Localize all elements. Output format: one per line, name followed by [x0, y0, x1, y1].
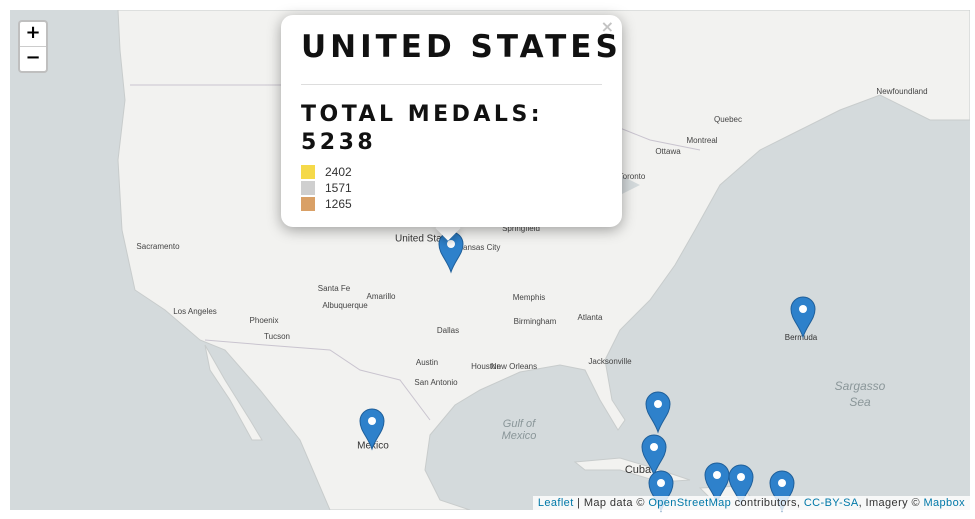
legend-swatch — [301, 165, 315, 179]
place-labels: United States Mexico Cuba Bermuda Sargasso Se… — [136, 87, 927, 476]
marker[interactable] — [790, 296, 816, 339]
marker[interactable] — [359, 408, 385, 451]
attribution-link[interactable]: CC-BY-SA — [803, 497, 859, 509]
attribution-link[interactable]: OpenStreetMap — [648, 497, 732, 509]
marker[interactable] — [728, 464, 754, 507]
place-label: Los Angeles — [173, 307, 217, 316]
place-label: Sea — [849, 395, 871, 409]
place-label: Springfield — [502, 224, 540, 233]
marker[interactable] — [641, 434, 667, 477]
total: TOTAL MEDALS: 5238 — [301, 101, 543, 157]
total-value: 5238 — [301, 130, 377, 155]
legend-swatch — [301, 197, 315, 211]
total-label: TOTAL MEDALS: — [301, 102, 544, 127]
place-label: Amarillo — [367, 292, 396, 301]
marker-pin — [769, 470, 795, 513]
attribution-link[interactable]: Mapbox — [923, 497, 965, 509]
markers — [359, 231, 816, 513]
land-baja — [204, 344, 263, 441]
marker[interactable] — [648, 470, 674, 513]
attribution-link[interactable]: Leaflet — [537, 497, 574, 509]
marker-dot — [650, 443, 658, 451]
marker-dot — [799, 305, 807, 313]
place-label: Newfoundland — [876, 87, 927, 96]
zoom-out[interactable]: − — [20, 46, 46, 71]
place-label: Toronto — [619, 172, 646, 181]
marker-dot — [654, 400, 662, 408]
marker[interactable] — [769, 470, 795, 513]
attribution-text: | Map data © — [573, 497, 649, 509]
marker-dot — [713, 471, 721, 479]
place-label: Phoenix — [250, 316, 279, 325]
marker-pin — [704, 462, 730, 505]
place-label: Memphis — [513, 293, 545, 302]
legend-row: 2402 — [301, 164, 352, 180]
legend-swatch — [301, 181, 315, 195]
popup-close[interactable]: × — [600, 17, 614, 36]
place-label: Ottawa — [655, 147, 681, 156]
marker-pin — [359, 408, 385, 451]
marker[interactable] — [645, 391, 671, 434]
attribution: Leaflet | Map data © OpenStreetMap contr… — [532, 496, 970, 511]
marker-dot — [778, 479, 786, 487]
place-label: Cuba — [625, 464, 652, 476]
marker-pin — [648, 470, 674, 513]
place-label: Montreal — [686, 136, 717, 145]
marker-dot — [368, 417, 376, 425]
place-label: Albuquerque — [322, 301, 368, 310]
zoom-in[interactable]: + — [25, 22, 41, 43]
place-label: New Orleans — [491, 362, 537, 371]
legend-row: 1571 — [301, 180, 352, 196]
legend-value: 1265 — [325, 197, 352, 211]
place-label: Sargasso — [835, 379, 886, 393]
marker[interactable] — [704, 462, 730, 505]
place-label: Bermuda — [785, 333, 818, 342]
attribution-text: contributors, — [731, 497, 804, 509]
place-label: San Antonio — [414, 378, 458, 387]
place-label: United States — [395, 234, 455, 245]
marker-pin — [790, 296, 816, 339]
legend-row: 1265 — [301, 196, 352, 212]
popup: × UNITED STATES TOTAL MEDALS: 5238 2402 1… — [281, 15, 622, 227]
marker-pin — [728, 464, 754, 507]
place-label: Sacramento — [136, 242, 180, 251]
legend-value: 2402 — [325, 165, 352, 179]
marker-pin — [641, 434, 667, 477]
place-label: Jacksonville — [588, 357, 632, 366]
place-label: Santa Fe — [318, 284, 351, 293]
marker-dot — [447, 240, 455, 248]
attribution-text: , Imagery © — [858, 497, 924, 509]
border-line — [204, 339, 431, 421]
place-label: Tucson — [264, 332, 290, 341]
popup-title: UNITED STATES — [301, 29, 622, 65]
marker-pin — [645, 391, 671, 434]
divider — [301, 84, 602, 85]
marker-dot — [737, 473, 745, 481]
place-label: Mexico — [502, 430, 537, 442]
medal-legend: 2402 1571 1265 — [301, 164, 352, 212]
place-label: Atlanta — [578, 313, 603, 322]
place-label: Gulf of — [503, 418, 536, 430]
place-label: Dallas — [437, 326, 459, 335]
place-label: Kansas City — [458, 243, 501, 252]
place-label: Quebec — [714, 115, 742, 124]
legend-value: 1571 — [325, 181, 352, 195]
zoom-control: + − — [18, 20, 48, 73]
place-label: Austin — [416, 358, 438, 367]
place-label: Birmingham — [514, 317, 557, 326]
marker-dot — [657, 479, 665, 487]
place-label: Houston — [471, 362, 501, 371]
